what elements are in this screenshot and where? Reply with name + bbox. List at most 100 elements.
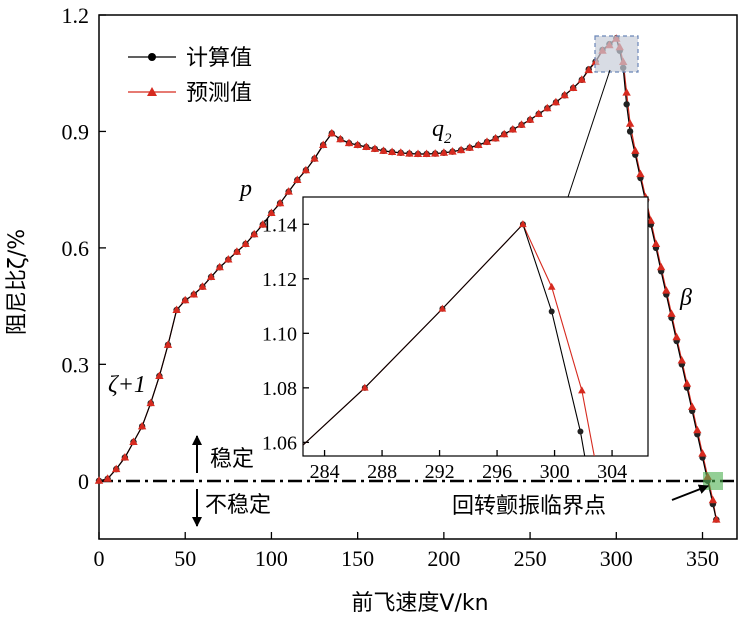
main-ticks: 0 50 100 150 200 250 300 350 0 0.3 0.6 0.9 1.2 [62,3,720,571]
predicted-point-14 [215,262,224,271]
inset-x-tick-label-2: 292 [425,461,455,483]
predicted-point-34 [387,147,397,155]
predicted-point-76 [682,379,692,387]
predicted-point-15 [224,255,233,263]
predicted-point-39 [431,149,440,157]
x-tick-label-6: 300 [600,546,633,571]
x-tick-label-4: 200 [427,546,460,571]
predicted-point-43 [465,143,474,151]
predicted-point-7 [155,371,164,379]
inset-x-tick-label-3: 296 [482,461,512,483]
zeta-plus-1-label: ζ+1 [108,372,146,398]
predicted-point-54 [560,90,569,99]
predicted-point-37 [413,149,423,157]
predicted-point-4 [129,437,138,445]
predicted-point-6 [146,398,155,407]
q2-label: q2 [432,116,452,147]
predicted-point-17 [241,239,250,247]
predicted-point-50 [525,115,535,123]
predicted-point-65 [625,119,635,127]
predicted-point-44 [474,140,483,148]
predicted-point-64 [622,88,631,96]
y-axis-label: 阻尼比ζ/% [5,229,30,335]
inset-x-tick-label-4: 300 [540,461,570,483]
predicted-point-73 [667,309,676,317]
predicted-point-28 [336,134,345,143]
x-tick-label-0: 0 [94,546,105,571]
predicted-point-36 [405,149,414,157]
predicted-point-47 [500,129,509,138]
predicted-point-42 [456,145,466,154]
predicted-point-10 [181,295,190,304]
predicted-point-72 [662,286,671,294]
inset-x-tick-label-5: 304 [597,461,627,483]
flutter-point-label: 回转颤振临界点 [452,494,606,519]
predicted-point-21 [275,198,285,207]
predicted-point-8 [163,340,173,348]
predicted-point-20 [267,208,276,216]
flutter-arrow [671,484,709,501]
y-tick-label-2: 0.6 [62,236,90,261]
legend-marker-computed [148,53,156,61]
inset-y-tick-label-0: 1.06 [262,432,297,454]
legend: 计算值 预测值 [128,46,252,106]
predicted-point-13 [206,272,216,280]
x-tick-label-2: 100 [255,546,288,571]
predicted-point-35 [396,148,405,156]
inset-computed-point-5 [577,428,584,435]
legend-label-predicted: 预测值 [186,81,252,106]
predicted-point-56 [577,75,586,83]
predicted-point-41 [448,147,457,155]
predicted-point-81 [708,495,718,504]
inset-predicted-point-2 [438,304,447,312]
inset-y-tick-label-2: 1.10 [262,323,297,345]
predicted-point-27 [327,128,336,137]
x-tick-label-3: 150 [341,546,374,571]
y-tick-label-4: 1.2 [62,3,90,28]
y-tick-label-1: 0.3 [62,352,90,377]
inset-predicted-point-5 [578,386,586,394]
zoom-region-box [594,35,639,73]
predicted-point-78 [693,425,702,434]
inset-y-tick-label-3: 1.12 [262,269,297,291]
computed-point-65 [626,128,634,135]
predicted-point-75 [677,356,686,364]
zoom-connector-line [567,69,611,198]
predicted-point-49 [517,120,526,128]
predicted-point-18 [250,229,259,238]
predicted-point-30 [353,140,362,148]
predicted-point-70 [651,239,661,247]
predicted-point-48 [508,125,517,133]
predicted-point-22 [284,187,293,195]
predicted-point-45 [482,137,492,145]
predicted-point-66 [631,146,640,154]
p-label: p [238,176,252,202]
inset-frame [302,196,649,457]
predicted-point-69 [646,216,655,224]
predicted-point-24 [301,165,311,174]
predicted-point-1 [103,474,112,482]
predicted-point-5 [137,421,147,430]
x-tick-label-1: 50 [174,546,196,571]
inset-computed-point-4 [548,308,555,315]
predicted-point-38 [422,149,431,157]
predicted-point-26 [319,140,328,148]
predicted-point-11 [189,290,198,298]
predicted-point-79 [698,449,707,457]
predicted-point-55 [569,83,578,91]
x-tick-label-7: 350 [686,546,719,571]
predicted-point-77 [688,402,697,410]
predicted-point-67 [636,169,645,178]
y-tick-label-0: 0 [78,469,89,494]
predicted-point-3 [120,453,130,461]
inset-predicted-point-4 [547,282,556,290]
predicted-point-71 [656,262,666,271]
predicted-point-25 [310,154,319,162]
predicted-point-32 [370,144,380,152]
inset-x-tick-label-0: 284 [310,461,340,483]
predicted-point-19 [258,220,267,228]
stable-label: 稳定 [210,447,254,472]
computed-point-64 [623,101,630,108]
predicted-point-40 [439,148,449,156]
